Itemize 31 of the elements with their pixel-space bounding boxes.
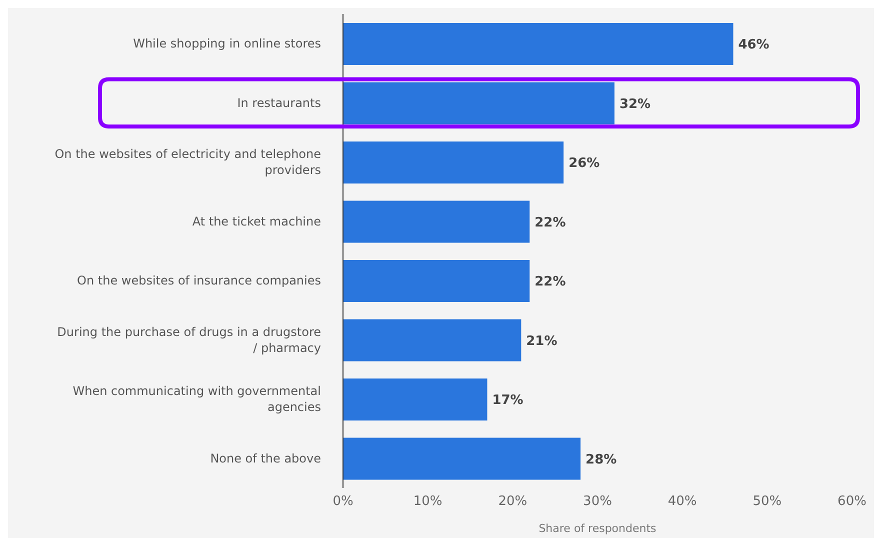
bar bbox=[343, 200, 530, 243]
x-tick-label: 50% bbox=[752, 494, 782, 510]
data-label: 26% bbox=[568, 156, 600, 172]
data-label: 46% bbox=[738, 38, 770, 53]
x-tick-label: 40% bbox=[668, 494, 697, 510]
y-tick-label: While shopping in online stores bbox=[133, 36, 321, 51]
x-tick-label: 20% bbox=[498, 494, 528, 510]
data-label: 21% bbox=[526, 334, 558, 349]
x-tick-label: 10% bbox=[413, 494, 442, 510]
y-tick-label: During the purchase of drugs in a drugstore / pharmacy bbox=[57, 324, 321, 355]
data-label: 17% bbox=[492, 393, 524, 408]
y-tick-label: On the websites of electricity and telephone providers bbox=[54, 147, 321, 178]
bar bbox=[343, 319, 522, 362]
y-tick-label: On the websites of insurance companies bbox=[77, 274, 321, 288]
y-tick-label: In restaurants bbox=[237, 96, 321, 110]
x-tick-label: 0% bbox=[332, 494, 354, 510]
data-label: 28% bbox=[586, 452, 617, 468]
bar bbox=[343, 23, 734, 65]
bar bbox=[343, 438, 581, 480]
y-tick-label: At the ticket machine bbox=[192, 214, 321, 228]
data-label: 32% bbox=[619, 96, 651, 112]
y-tick-label: None of the above bbox=[210, 451, 321, 466]
x-tick-label: 60% bbox=[838, 494, 866, 510]
bar bbox=[343, 260, 530, 302]
bar bbox=[343, 142, 564, 184]
x-axis-title: Share of respondents bbox=[538, 522, 657, 535]
y-tick-label: When communicating with governmental agencies bbox=[72, 384, 321, 414]
data-label: 22% bbox=[534, 274, 566, 290]
data-label: 22% bbox=[534, 215, 566, 230]
x-tick-label: 30% bbox=[583, 494, 612, 510]
bar bbox=[343, 378, 488, 420]
